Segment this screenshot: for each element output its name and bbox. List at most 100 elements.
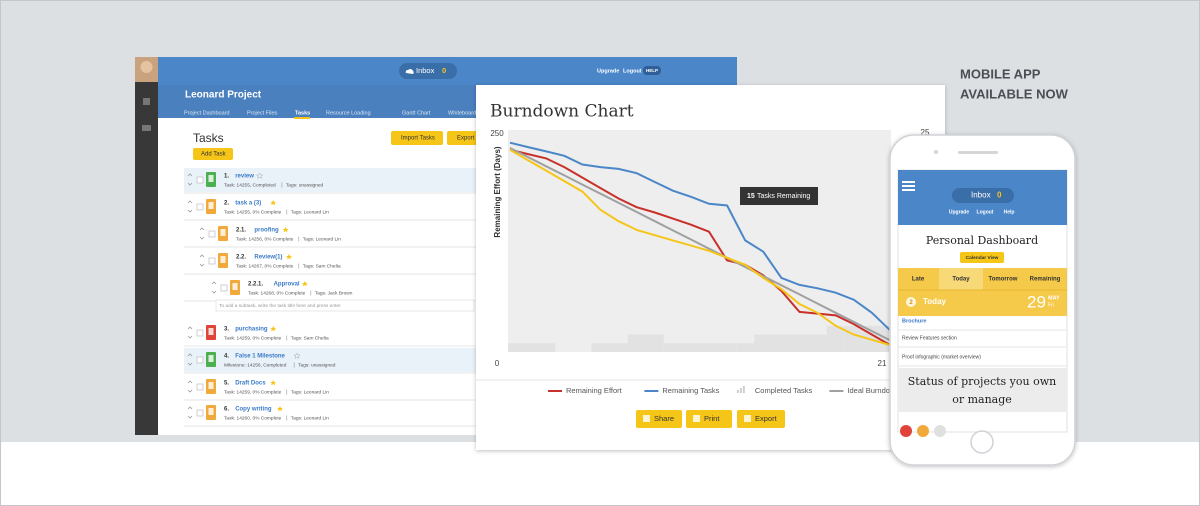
task-meta: Task: 14256, 0% Complete [236, 236, 294, 242]
drag-handle [199, 227, 205, 240]
checkbox[interactable] [208, 257, 216, 265]
task-icon-sheet [232, 283, 238, 290]
star [270, 380, 277, 386]
button[interactable] [737, 410, 785, 428]
menu-icon[interactable] [902, 189, 915, 191]
home-button[interactable] [970, 430, 994, 454]
task-number: 2.1. [236, 228, 246, 234]
checkbox[interactable] [196, 176, 204, 184]
checkbox[interactable] [220, 284, 228, 292]
legend-label: Ideal Burndown [847, 386, 899, 395]
drag-handle [187, 353, 193, 366]
task-tags: Tags: Jack Brown [315, 290, 353, 296]
today-count: 2 [909, 300, 913, 306]
checkbox[interactable] [196, 356, 204, 364]
inbox-label: Inbox [416, 66, 435, 75]
checkbox[interactable] [196, 409, 204, 417]
inbox-pill[interactable] [399, 63, 457, 79]
tab[interactable]: Tomorrow [989, 277, 1018, 283]
nav-link: Logout [623, 68, 642, 74]
task-name[interactable]: Draft Docs [235, 381, 266, 387]
menu-icon[interactable] [902, 181, 915, 183]
list-item[interactable]: Proof infographic (market overview) [902, 354, 981, 360]
tab[interactable]: Project Dashboard [184, 110, 230, 116]
task-icon-sheet [208, 202, 214, 209]
button[interactable] [960, 252, 1004, 263]
drag-handle [187, 406, 193, 419]
speaker [958, 151, 998, 154]
task-meta: Task: 14267, 0% Complete [236, 263, 294, 269]
date-weekday: Fri [1048, 302, 1054, 308]
inbox-pill[interactable] [952, 188, 1014, 203]
bar [808, 334, 827, 352]
button[interactable] [193, 148, 233, 160]
camera [934, 150, 938, 154]
drag-handle [187, 173, 193, 186]
checkbox[interactable] [208, 230, 216, 238]
task-tags: Tags: Sam Chelta [303, 263, 341, 269]
line [509, 141, 891, 331]
list-item[interactable]: Brochure [902, 318, 926, 324]
button-label: Print [704, 414, 720, 423]
task-icon-sheet [208, 355, 214, 362]
star [255, 172, 264, 179]
button-label: Add Task [201, 152, 227, 158]
button[interactable] [636, 410, 682, 428]
button[interactable] [391, 131, 443, 145]
bar [790, 334, 809, 352]
tab[interactable]: Today [952, 277, 970, 283]
help-badge[interactable] [643, 66, 661, 75]
subtask-input[interactable] [215, 299, 475, 312]
plot [508, 141, 891, 352]
checkbox[interactable] [196, 329, 204, 337]
drag-handle [187, 326, 193, 339]
checkbox[interactable] [196, 383, 204, 391]
task-meta: Task: 14260, 0% Complete [224, 415, 282, 421]
task-meta: Task: 14255, 0% Complete [224, 209, 282, 215]
button[interactable] [686, 410, 732, 428]
task-name[interactable]: Review(1) [254, 255, 282, 261]
task-name[interactable]: review [235, 174, 254, 180]
task-name[interactable]: proofing [254, 228, 279, 234]
tab[interactable]: Remaining [1030, 277, 1061, 283]
task-number: 3. [224, 327, 229, 333]
checkbox[interactable] [196, 203, 204, 211]
bar [591, 343, 610, 352]
list-item[interactable]: Review Features section [902, 335, 957, 341]
menu-icon[interactable] [902, 185, 915, 187]
legend-label: Remaining Tasks [662, 386, 719, 395]
today-label: Today [923, 297, 947, 306]
avatar-face [140, 61, 153, 73]
bar [681, 343, 700, 352]
y-tick-label: 250 [490, 129, 504, 138]
bar [700, 343, 719, 352]
project-title: Leonard Project [185, 90, 262, 101]
task-name[interactable]: Approval [274, 282, 300, 288]
date-month: MAY [1048, 295, 1060, 301]
star [293, 352, 301, 359]
tab[interactable]: Resource Loading [326, 110, 371, 116]
tab[interactable]: Gantt Chart [402, 110, 431, 116]
button-label: Calendar View [966, 255, 999, 261]
button-icon [643, 415, 650, 422]
bar [645, 334, 664, 352]
task-name[interactable]: False 1 Milestone [235, 354, 285, 360]
task-meta: Task: 14268, 0% Complete [248, 290, 306, 296]
task-name[interactable]: purchasing [235, 327, 268, 333]
tab[interactable]: Project Files [247, 110, 278, 116]
task-tags: Tags: unassigned [298, 362, 336, 368]
bar [754, 334, 773, 352]
star [282, 227, 289, 233]
task-number: 4. [224, 354, 229, 360]
tab[interactable]: Tasks [295, 110, 310, 116]
task-name[interactable]: task a (3) [235, 201, 261, 207]
task-name[interactable]: Copy writing [235, 407, 272, 413]
tab[interactable]: Whiteboard [448, 110, 476, 116]
tab[interactable]: Late [912, 277, 925, 283]
date-day: 29 [1027, 292, 1046, 311]
line [509, 148, 891, 346]
x-tick-label: 0 [495, 359, 500, 368]
bar [609, 343, 628, 352]
